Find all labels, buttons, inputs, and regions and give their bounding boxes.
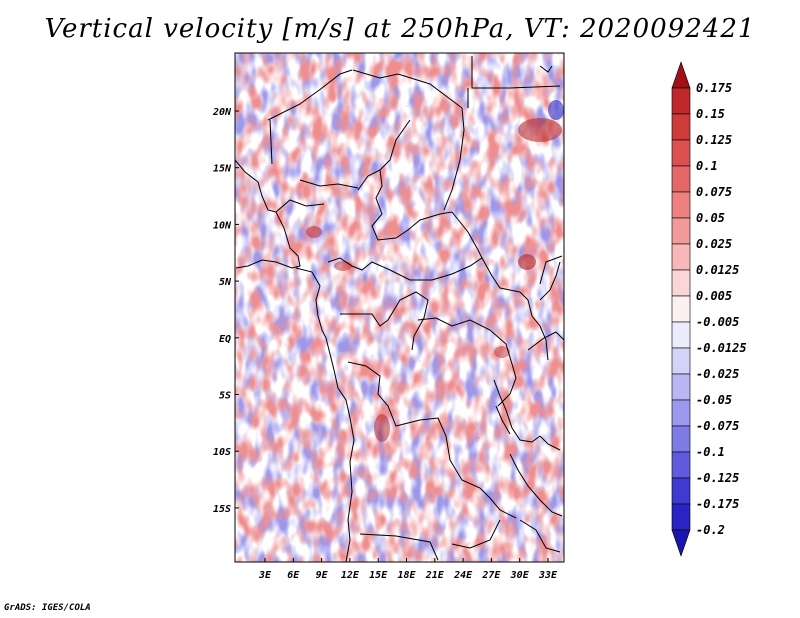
colorbar-label: 0.025	[696, 237, 732, 251]
colorbar-label: -0.005	[696, 315, 739, 329]
colorbar-label: -0.025	[696, 367, 739, 381]
colorbar-swatch	[671, 165, 691, 193]
plot-frame	[234, 52, 565, 563]
colorbar-label: 0.15	[696, 107, 725, 121]
chart-title: Vertical velocity [m/s] at 250hPa, VT: 2…	[44, 14, 756, 44]
colorbar-swatch	[671, 373, 691, 401]
colorbar-swatch	[671, 503, 691, 531]
colorbar-label: -0.175	[696, 497, 739, 511]
lon-tick-label: 27E	[481, 570, 501, 581]
lat-tick-label: 10N	[213, 220, 232, 231]
colorbar-swatch	[671, 529, 691, 557]
lat-tick-label: 5N	[219, 277, 232, 288]
colorbar-label: -0.075	[696, 419, 739, 433]
colorbar-swatch	[671, 425, 691, 453]
colorbar-label: -0.05	[696, 393, 732, 407]
colorbar-label: -0.125	[696, 471, 739, 485]
colorbar-swatch	[671, 87, 691, 115]
lat-tick-label: 20N	[212, 107, 232, 118]
grads-credit: GrADS: IGES/COLA	[4, 603, 91, 613]
colorbar-swatch	[671, 139, 691, 167]
colorbar-label: 0.175	[696, 81, 732, 95]
colorbar-label: 0.1	[696, 159, 718, 173]
colorbar-swatch	[671, 113, 691, 141]
colorbar-swatch	[671, 243, 691, 271]
colorbar-swatch	[671, 61, 691, 89]
colorbar-swatch	[671, 347, 691, 375]
colorbar-swatch	[671, 451, 691, 479]
colorbar-label: 0.075	[696, 185, 732, 199]
colorbar-swatch	[671, 477, 691, 505]
colorbar-swatch	[671, 399, 691, 427]
lon-tick-label: 6E	[287, 570, 300, 581]
lon-tick-label: 21E	[425, 570, 445, 581]
lon-tick-label: 30E	[510, 570, 530, 581]
colorbar-label: 0.0125	[696, 263, 739, 277]
colorbar-swatch	[671, 217, 691, 245]
colorbar-swatch	[671, 295, 691, 323]
lon-tick-label: 18E	[397, 570, 416, 581]
lon-tick-label: 15E	[369, 570, 388, 581]
colorbar-swatch	[671, 191, 691, 219]
colorbar-label: -0.2	[696, 523, 725, 537]
colorbar-label: -0.1	[696, 445, 725, 459]
lat-tick-label: EQ	[219, 334, 231, 345]
lat-tick-label: 15N	[213, 164, 232, 175]
lat-tick-label: 5S	[219, 391, 231, 402]
vertical-velocity-field	[235, 53, 564, 562]
lon-tick-label: 3E	[258, 570, 272, 581]
latitude-axis: 20N 15N 10N 5N EQ 5S 10S 15S	[212, 107, 239, 515]
political-boundaries	[235, 56, 564, 562]
longitude-axis: 3E 6E 9E 12E 15E 18E 21E 24E 27E 30E 33E	[258, 558, 558, 581]
colorbar: 0.175 0.15 0.125 0.1 0.075 0.05 0.025 0.0125 0.0…	[671, 61, 747, 557]
lon-tick-label: 24E	[453, 570, 473, 581]
lon-tick-label: 9E	[316, 570, 329, 581]
colorbar-label: -0.0125	[696, 341, 747, 355]
lon-tick-label: 33E	[538, 570, 558, 581]
colorbar-swatch	[671, 269, 691, 297]
lat-tick-label: 15S	[213, 504, 231, 515]
colorbar-swatch	[671, 321, 691, 349]
colorbar-label: 0.125	[696, 133, 732, 147]
lat-tick-label: 10S	[213, 447, 231, 458]
colorbar-label: 0.005	[696, 289, 732, 303]
lon-tick-label: 12E	[341, 570, 360, 581]
colorbar-label: 0.05	[696, 211, 725, 225]
